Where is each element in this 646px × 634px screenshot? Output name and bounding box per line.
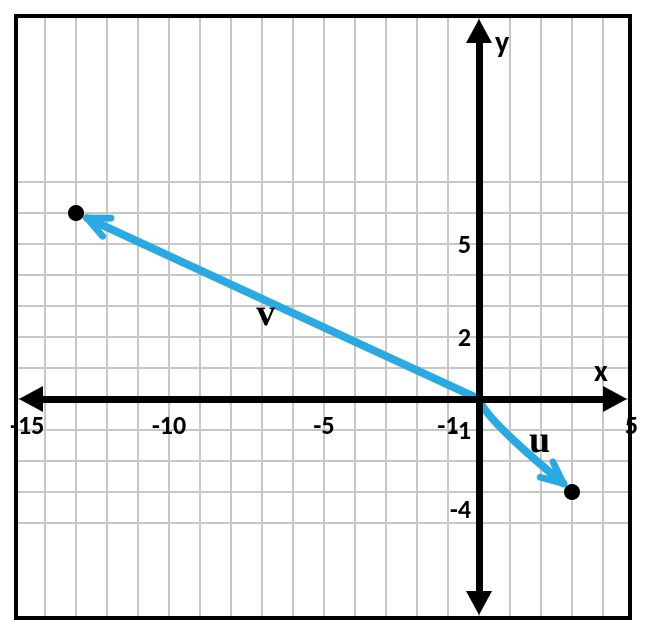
y-axis-label: y <box>495 24 509 61</box>
x-axis-label: x <box>594 353 608 390</box>
y-tick-2: 2 <box>433 321 471 353</box>
y-tick--4: -4 <box>433 493 471 525</box>
x-tick--5: -5 <box>300 409 348 441</box>
vector-label-v: v <box>256 291 275 335</box>
x-tick--15: -15 <box>10 409 58 441</box>
y-tick-5: 5 <box>433 228 471 260</box>
y-tick--1: -1 <box>433 414 471 446</box>
point-v_end <box>68 205 84 221</box>
point-u_end <box>564 484 580 500</box>
axis-arrows <box>0 0 646 634</box>
x-tick-5: 5 <box>590 409 638 441</box>
vector-label-u: u <box>529 418 550 462</box>
x-tick--10: -10 <box>145 409 193 441</box>
